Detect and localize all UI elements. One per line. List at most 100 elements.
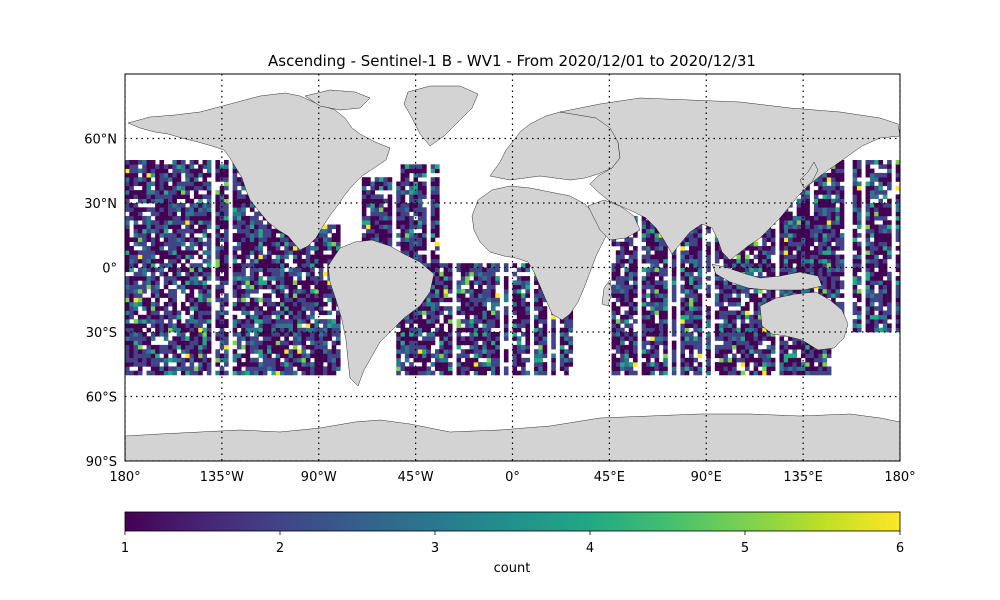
count-cell [611, 267, 617, 273]
count-cell [249, 366, 255, 371]
count-cell [465, 314, 470, 320]
count-cell [172, 310, 177, 316]
count-cell [163, 362, 169, 367]
count-cell [323, 224, 328, 230]
count-cell [874, 246, 879, 251]
count-cell [426, 349, 431, 354]
count-cell [534, 357, 539, 363]
count-cell [275, 323, 281, 328]
count-cell [680, 340, 686, 346]
count-cell [142, 314, 147, 320]
count-cell [495, 370, 500, 376]
count-cell [297, 306, 302, 311]
count-cell [129, 237, 134, 242]
count-cell [335, 233, 341, 238]
count-cell [745, 301, 750, 307]
count-cell [404, 168, 410, 174]
count-cell [314, 327, 320, 333]
count-cell [185, 336, 190, 341]
count-cell [172, 271, 177, 277]
count-cell [180, 366, 186, 371]
count-cell [142, 357, 147, 363]
count-cell [159, 172, 165, 178]
count-cell [202, 250, 208, 255]
count-cell [318, 357, 324, 363]
count-cell [323, 233, 328, 238]
count-cell [193, 357, 199, 363]
count-cell [258, 267, 264, 273]
count-cell [443, 284, 449, 290]
count-cell [757, 267, 763, 273]
count-cell [262, 284, 268, 290]
count-cell [310, 340, 315, 346]
count-cell [693, 228, 698, 234]
count-cell [564, 340, 569, 346]
count-cell [641, 336, 647, 341]
count-cell [275, 314, 281, 320]
count-cell [469, 306, 475, 311]
count-cell [495, 267, 500, 273]
count-cell [473, 263, 479, 268]
count-cell [831, 185, 836, 191]
count-cell [150, 310, 156, 316]
count-cell [202, 160, 208, 165]
count-cell [232, 254, 238, 260]
count-cell [292, 344, 298, 350]
count-cell [125, 327, 130, 333]
count-cell [663, 284, 668, 290]
count-cell [155, 194, 160, 199]
count-cell [379, 185, 384, 191]
count-cell [163, 332, 169, 337]
count-cell [689, 237, 694, 242]
count-cell [176, 267, 182, 273]
count-cell [852, 215, 858, 221]
count-cell [254, 267, 259, 273]
count-cell [198, 357, 203, 363]
count-cell [168, 164, 173, 169]
count-cell [447, 306, 453, 311]
count-cell [723, 297, 729, 303]
count-cell [473, 280, 479, 285]
count-cell [301, 362, 307, 367]
count-cell [400, 319, 406, 324]
count-cell [684, 297, 690, 303]
count-cell [671, 289, 677, 294]
count-cell [620, 353, 625, 359]
count-cell [125, 306, 130, 311]
count-cell [551, 362, 556, 367]
count-cell [219, 323, 225, 328]
count-cell [831, 246, 836, 251]
count-cell [426, 332, 431, 337]
count-cell [133, 258, 139, 264]
count-cell [611, 310, 617, 316]
count-cell [779, 344, 785, 350]
count-cell [267, 353, 272, 359]
count-cell [831, 220, 836, 225]
count-cell [723, 327, 729, 333]
count-cell [719, 349, 724, 354]
count-cell [805, 233, 810, 238]
count-cell [486, 362, 492, 367]
count-cell [641, 332, 647, 337]
count-cell [404, 340, 410, 346]
count-cell [224, 198, 229, 204]
count-cell [865, 267, 871, 273]
count-cell [779, 224, 785, 230]
count-cell [129, 267, 134, 273]
count-cell [693, 250, 698, 255]
count-cell [142, 267, 147, 273]
count-cell [826, 177, 832, 182]
count-cell [366, 194, 371, 199]
count-cell [254, 228, 259, 234]
count-cell [137, 336, 143, 341]
count-cell [874, 224, 879, 230]
count-cell [163, 301, 169, 307]
count-cell [856, 241, 862, 247]
count-cell [783, 349, 789, 354]
count-cell [628, 276, 634, 281]
count-cell [271, 357, 276, 363]
count-cell [297, 250, 302, 255]
count-cell [176, 271, 182, 277]
count-cell [525, 370, 531, 376]
count-cell [792, 370, 797, 376]
